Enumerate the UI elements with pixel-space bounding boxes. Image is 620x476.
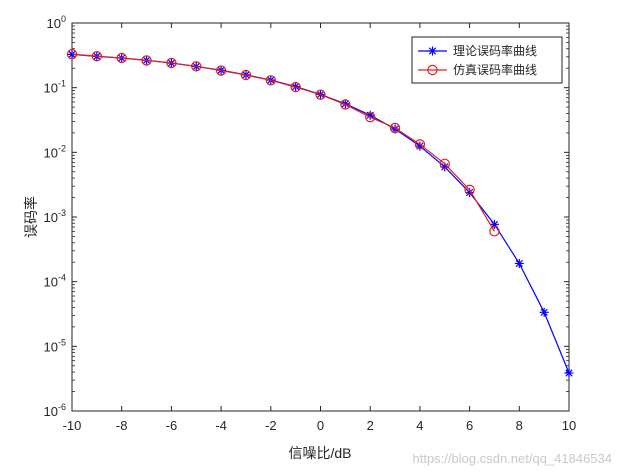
asterisk-stroke [441, 163, 449, 171]
data-point-sim [141, 55, 152, 66]
x-tick-label: 4 [416, 418, 423, 433]
data-point-sim [464, 184, 475, 196]
x-tick-label: 6 [466, 418, 473, 433]
asterisk-stroke [391, 125, 399, 133]
data-point-sim [215, 65, 227, 76]
x-tick-label: 10 [562, 418, 576, 433]
asterisk-stroke [341, 100, 349, 108]
legend-box [411, 36, 563, 84]
y-tick-label: 10-5 [44, 337, 66, 354]
x-tick-label: -2 [265, 418, 277, 433]
x-tick-label: -8 [116, 418, 128, 433]
legend-markers [418, 46, 447, 76]
y-tick-label: 10-1 [44, 79, 66, 96]
data-point-sim [414, 139, 426, 150]
y-axis-label: 误码率 [23, 196, 39, 238]
series-layer [66, 48, 574, 378]
x-tick-label: 0 [317, 418, 324, 433]
data-point-theory [465, 188, 475, 198]
x-tick-label: -10 [63, 418, 82, 433]
y-tick-label: 10-4 [44, 273, 66, 290]
data-point-theory [390, 124, 400, 134]
data-point-theory [514, 258, 524, 268]
data-point-sim [489, 226, 500, 237]
x-tick-label: 2 [367, 418, 374, 433]
x-tick-label: 8 [516, 418, 523, 433]
x-tick-label: -6 [166, 418, 178, 433]
asterisk-stroke [540, 308, 548, 316]
y-tick-label: 100 [47, 14, 66, 31]
legend-marker-circle [427, 64, 438, 76]
data-point-sim [240, 69, 252, 81]
x-tick-label: -4 [215, 418, 227, 433]
data-point-theory [539, 307, 549, 317]
y-tick-label: 10-3 [44, 208, 66, 225]
data-point-sim [166, 57, 177, 69]
data-point-sim [265, 75, 276, 86]
asterisk-stroke [515, 259, 523, 268]
x-axis: -10 -8 -6 -4 -2 0 2 4 6 8 10 [63, 23, 576, 433]
data-point-sim [191, 61, 202, 72]
x-axis-label: 信噪比/dB [288, 445, 351, 461]
y-tick-label: 10-6 [44, 402, 66, 419]
legend: 理论误码率曲线 仿真误码率曲线 [411, 36, 563, 84]
data-point-sim [340, 99, 351, 110]
data-point-sim [389, 122, 401, 134]
data-point-sim [91, 51, 103, 62]
legend-marker-asterisk [428, 46, 437, 56]
data-point-sim [365, 111, 376, 123]
asterisk-stroke [465, 188, 474, 197]
data-point-theory [564, 368, 574, 378]
watermark-text: https://blog.csdn.net/qq_41846534 [413, 451, 613, 466]
legend-label-theory: 理论误码率曲线 [453, 43, 537, 58]
data-point-sim [315, 89, 326, 100]
asterisk-stroke [490, 220, 499, 228]
asterisk-stroke [428, 47, 437, 55]
y-tick-label: 10-2 [44, 143, 66, 160]
data-point-sim [290, 81, 301, 93]
y-axis: 10-6 10-5 10-4 10-3 10-2 10-1 100 [44, 14, 569, 419]
data-point-sim [116, 52, 127, 64]
asterisk-stroke [565, 369, 573, 377]
legend-label-sim: 仿真误码率曲线 [453, 62, 537, 77]
data-point-sim [439, 158, 450, 169]
data-point-sim [66, 48, 78, 60]
